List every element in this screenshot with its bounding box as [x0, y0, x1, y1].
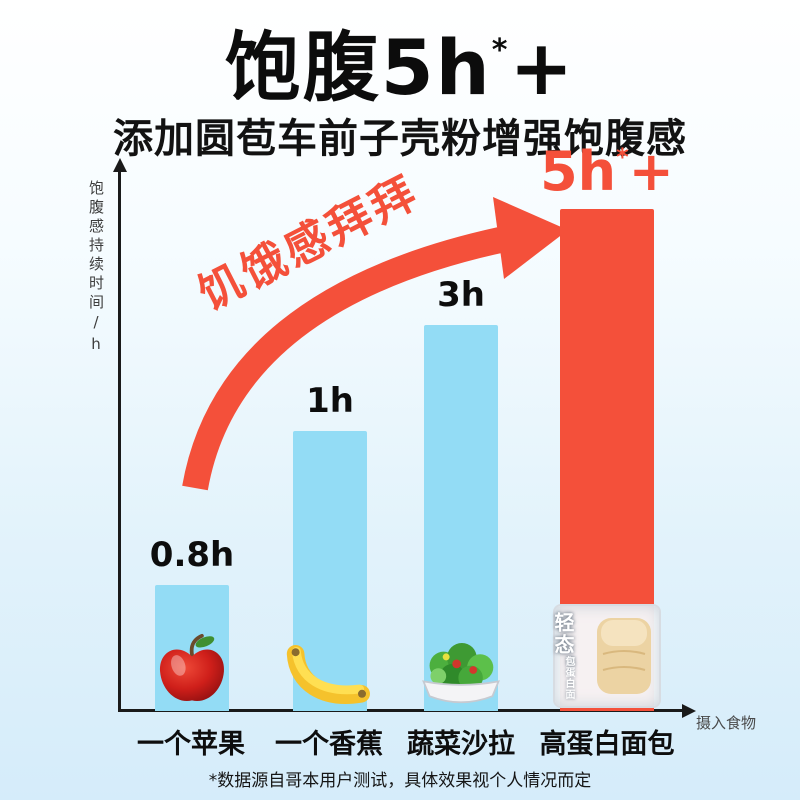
bar-value-main: 5h — [540, 140, 617, 203]
bar-value-label: 3h — [437, 275, 485, 315]
x-axis-label: 摄入食物 — [696, 714, 757, 732]
trend-arrow-icon — [182, 197, 568, 491]
subtitle: 添加圆苞车前子壳粉增强饱腹感 — [113, 116, 687, 162]
bar-value-label: 0.8h — [149, 535, 235, 575]
bar-banana: 1h — [286, 381, 370, 711]
bar-salad: 3h — [422, 275, 500, 711]
footnote: *数据源自哥本用户测试，具体效果视个人情况而定 — [208, 771, 592, 791]
category-label-salad: 蔬菜沙拉 — [407, 729, 515, 760]
bar-apple: 0.8h — [150, 535, 234, 711]
bread-package-icon: 轻态 高蛋白面包 — [551, 604, 661, 708]
x-axis-line — [118, 709, 684, 712]
bread-package: 轻态 高蛋白面包 — [551, 604, 661, 708]
category-label-apple: 一个苹果 — [137, 729, 245, 760]
y-axis-label: 饱腹感持续时间/h — [87, 180, 105, 357]
title-main: 饱腹5h — [224, 23, 492, 112]
bar-value-asterisk: * — [616, 143, 629, 171]
category-label-bread: 高蛋白面包 — [539, 729, 675, 760]
category-label-banana: 一个香蕉 — [275, 729, 383, 760]
banana-icon — [286, 638, 374, 708]
x-axis-arrow-icon — [682, 703, 696, 718]
bar-value-plus: + — [628, 140, 674, 203]
title-asterisk: * — [491, 32, 510, 68]
bar-value-label: 5h*+ — [540, 140, 674, 203]
title-plus: + — [509, 23, 576, 112]
bar-bread: 5h*+ 轻态 高蛋白面包 — [540, 140, 674, 711]
bar-value-label: 1h — [306, 381, 354, 421]
y-axis-arrow-icon — [112, 158, 127, 172]
page-title: 饱腹5h*+ — [0, 6, 800, 116]
apple-icon — [154, 632, 230, 708]
y-axis-line — [118, 172, 121, 712]
salad-icon — [413, 632, 509, 708]
